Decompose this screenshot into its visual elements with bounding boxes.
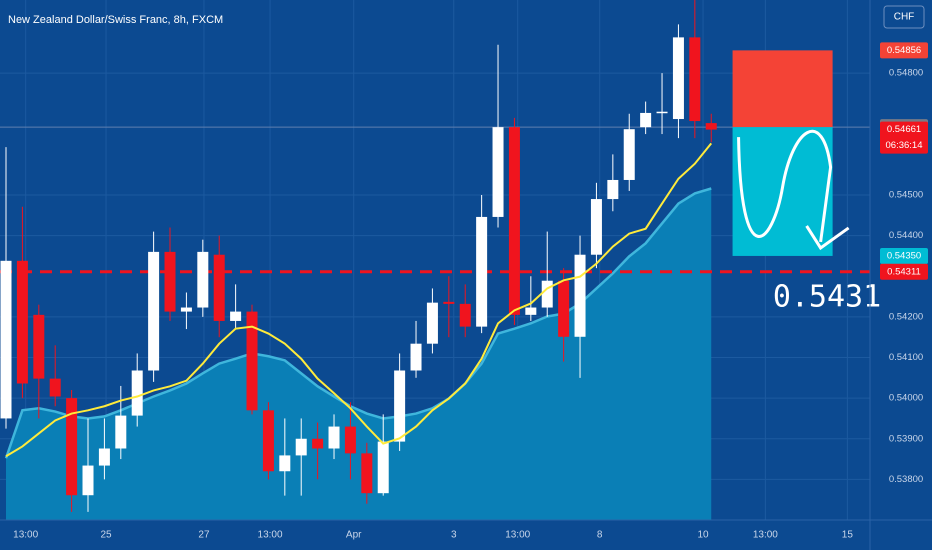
candle-body xyxy=(164,251,176,312)
candle-body xyxy=(394,370,406,442)
candle-body xyxy=(590,199,602,255)
candle-body xyxy=(410,343,422,371)
candle-body xyxy=(476,216,488,327)
candle-body xyxy=(98,448,110,466)
price-badge xyxy=(880,42,928,59)
area xyxy=(6,188,712,520)
price-label: 0.54661 xyxy=(887,124,921,135)
chart-title: New Zealand Dollar/Swiss Franc, 8h, FXCM xyxy=(8,14,223,26)
level-text: 0.5431 xyxy=(773,279,881,314)
candle-body xyxy=(148,251,160,371)
y-tick-label: 0.53800 xyxy=(889,474,923,485)
y-tick-label: 0.54000 xyxy=(889,393,923,404)
x-tick-label: 27 xyxy=(198,530,210,541)
y-tick-label: 0.54500 xyxy=(889,190,923,201)
x-tick-label: 13:00 xyxy=(13,530,38,541)
candle-body xyxy=(33,314,45,379)
candle-body xyxy=(115,415,127,449)
x-tick-label: Apr xyxy=(346,530,362,541)
candle-body xyxy=(656,111,668,114)
candle-body xyxy=(295,438,307,456)
arrow-head xyxy=(805,225,850,251)
x-tick-label: 8 xyxy=(597,530,603,541)
price-label: 0.54311 xyxy=(887,266,921,277)
y-tick-label: 0.53900 xyxy=(889,433,923,444)
currency-box[interactable] xyxy=(883,5,925,29)
candle-body xyxy=(262,410,274,472)
candle-body xyxy=(607,179,619,200)
candle-body xyxy=(443,301,455,304)
currency[interactable]: CHF xyxy=(894,12,915,23)
price-label: 0.54856 xyxy=(887,45,921,56)
candle-body xyxy=(672,37,684,120)
arrow-curve xyxy=(737,129,833,243)
price-badge xyxy=(880,247,928,264)
y-tick-label: 0.54200 xyxy=(889,311,923,322)
candle-body xyxy=(361,453,373,494)
x-tick-label: 13:00 xyxy=(753,530,778,541)
candle-body xyxy=(230,311,242,321)
candle-body xyxy=(344,426,356,454)
price-label: 0.54350 xyxy=(887,250,921,261)
candle-body xyxy=(541,280,553,308)
price-badge xyxy=(880,263,928,280)
candle-body xyxy=(558,280,570,337)
candle-body xyxy=(689,37,701,122)
candle-body xyxy=(426,302,438,344)
countdown: 06:36:14 xyxy=(886,140,923,151)
candle-body xyxy=(574,254,586,337)
x-tick-label: 25 xyxy=(100,530,112,541)
candle-body xyxy=(492,127,504,217)
candle-body xyxy=(279,455,291,472)
x-tick-label: 10 xyxy=(697,530,709,541)
y-tick-label: 0.54100 xyxy=(889,352,923,363)
x-tick-label: 15 xyxy=(842,530,854,541)
x-tick-label: 13:00 xyxy=(505,530,530,541)
candle-body xyxy=(328,426,340,449)
candle-body xyxy=(377,441,389,494)
price-badge xyxy=(880,121,928,154)
candle-body xyxy=(49,378,61,397)
candle-body xyxy=(525,307,537,315)
area-line xyxy=(4,187,712,459)
candle-body xyxy=(312,438,324,449)
candle-body xyxy=(66,398,78,496)
y-tick-label: 0.54800 xyxy=(889,68,923,79)
candle-body xyxy=(640,112,652,128)
candle-body xyxy=(705,123,717,130)
x-tick-label: 3 xyxy=(451,530,457,541)
candle-body xyxy=(213,254,225,321)
candle-body xyxy=(459,303,471,327)
candle-body xyxy=(16,260,28,384)
candle-body xyxy=(82,465,94,496)
stop-zone xyxy=(732,50,833,128)
y-tick-label: 0.54400 xyxy=(889,230,923,241)
candle-body xyxy=(246,311,258,411)
candle-body xyxy=(0,260,12,419)
candle-body xyxy=(508,127,520,315)
candle-body xyxy=(623,129,635,180)
candle-body xyxy=(131,370,143,416)
candle-body xyxy=(197,251,209,308)
candle-body xyxy=(180,307,192,312)
moving-average xyxy=(5,142,713,458)
x-tick-label: 13:00 xyxy=(258,530,283,541)
